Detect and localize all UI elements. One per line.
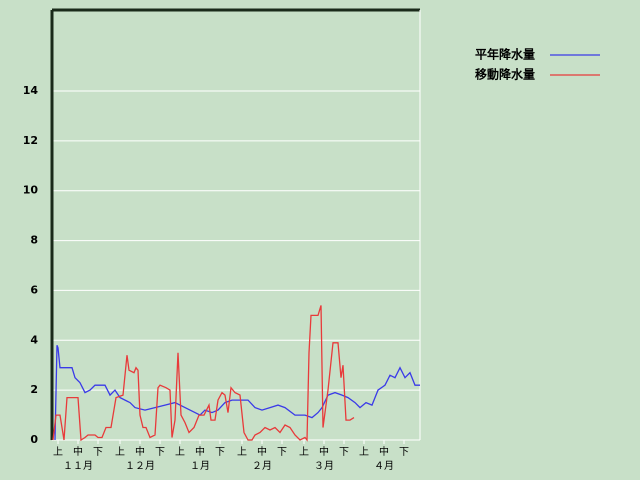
month-label: １月: [190, 460, 210, 472]
x-tick-label: 上: [175, 446, 185, 458]
x-tick-label: 下: [399, 447, 409, 458]
x-tick-label: 下: [215, 447, 225, 458]
legend-label: 移動降水量: [475, 67, 535, 82]
x-tick-label: 上: [115, 446, 125, 458]
month-label: ４月: [374, 460, 394, 472]
y-tick-label: 10: [23, 184, 39, 197]
x-tick-label: 中: [135, 445, 145, 458]
month-label: ３月: [314, 460, 334, 472]
x-tick-label: 上: [359, 446, 369, 458]
x-tick-label: 中: [195, 445, 205, 458]
x-tick-label: 下: [277, 447, 287, 458]
y-tick-label: 12: [23, 134, 38, 147]
x-tick-label: 中: [257, 445, 267, 458]
series-line: [52, 305, 355, 442]
month-label: ２月: [252, 460, 272, 472]
y-tick-label: 14: [23, 84, 39, 97]
month-label: １１月: [63, 460, 93, 472]
x-tick-label: 上: [53, 446, 63, 458]
x-tick-label: 下: [93, 447, 103, 458]
x-tick-label: 下: [155, 447, 165, 458]
x-tick-label: 中: [319, 445, 329, 458]
y-tick-label: 8: [30, 234, 38, 247]
x-tick-label: 下: [339, 447, 349, 458]
x-tick-label: 中: [379, 445, 389, 458]
legend-label: 平年降水量: [475, 47, 535, 62]
y-tick-label: 4: [30, 333, 38, 346]
y-tick-label: 0: [30, 433, 38, 446]
y-tick-label: 2: [30, 383, 38, 396]
series-line: [54, 345, 420, 441]
y-tick-label: 6: [30, 283, 38, 296]
x-tick-label: 中: [73, 445, 83, 458]
month-label: １２月: [125, 460, 155, 472]
x-tick-label: 上: [299, 446, 309, 458]
x-tick-label: 上: [237, 446, 247, 458]
